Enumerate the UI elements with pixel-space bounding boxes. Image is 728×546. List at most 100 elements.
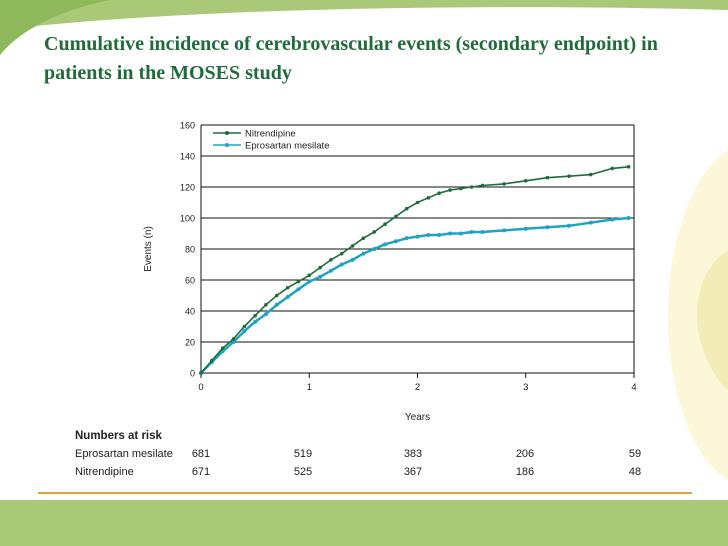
data-point-eprosartan-mesilate (339, 262, 344, 267)
data-point-nitrendipine (199, 371, 203, 375)
data-point-eprosartan-mesilate (567, 223, 572, 228)
events-chart: 0 20 40 60 80 100 120 140 160 0 1 2 3 4 Years Events (n… (143, 121, 637, 424)
y-tick-label: 0 (190, 369, 195, 379)
footer-divider (38, 492, 692, 494)
data-point-eprosartan-mesilate (437, 233, 442, 238)
data-point-nitrendipine (296, 279, 301, 284)
data-point-eprosartan-mesilate (383, 242, 388, 247)
data-point-nitrendipine (350, 244, 355, 248)
data-point-nitrendipine (318, 265, 322, 270)
x-tick-label: 4 (631, 382, 636, 393)
data-point-nitrendipine (394, 214, 398, 219)
data-point-nitrendipine (210, 358, 214, 363)
data-point-eprosartan-mesilate (253, 319, 258, 324)
data-point-eprosartan-mesilate (263, 312, 268, 317)
data-point-nitrendipine (480, 183, 485, 188)
risk-table-title: Numbers at risk (75, 430, 162, 442)
data-point-nitrendipine (404, 206, 409, 211)
risk-value: 186 (515, 466, 535, 478)
data-point-eprosartan-mesilate (361, 251, 366, 256)
data-point-eprosartan-mesilate (469, 229, 474, 234)
data-point-nitrendipine (502, 182, 506, 186)
risk-value: 671 (191, 466, 211, 478)
data-point-nitrendipine (285, 285, 290, 290)
data-point-nitrendipine (372, 230, 377, 234)
data-point-nitrendipine (426, 196, 431, 200)
data-point-eprosartan-mesilate (426, 233, 431, 238)
risk-row: Eprosartan mesilate 681 519 383 206 59 (75, 448, 657, 466)
data-point-eprosartan-mesilate (350, 257, 355, 262)
data-point-nitrendipine (415, 200, 420, 205)
data-point-nitrendipine (307, 273, 312, 278)
y-tick-label: 80 (185, 245, 195, 255)
data-point-eprosartan-mesilate (447, 231, 452, 236)
data-point-nitrendipine (567, 174, 571, 178)
y-tick-label: 20 (185, 338, 195, 348)
data-point-eprosartan-mesilate (274, 302, 279, 307)
data-point-eprosartan-mesilate (231, 340, 236, 344)
x-tick-label: 3 (523, 382, 528, 393)
data-point-eprosartan-mesilate (307, 279, 312, 284)
data-point-nitrendipine (469, 185, 474, 189)
data-point-nitrendipine (437, 191, 441, 195)
data-point-nitrendipine (329, 258, 333, 262)
data-point-eprosartan-mesilate (480, 229, 485, 234)
risk-value: 59 (628, 448, 642, 460)
data-point-nitrendipine (545, 175, 550, 180)
data-point-eprosartan-mesilate (588, 220, 593, 225)
data-point-nitrendipine (459, 186, 463, 191)
data-point-eprosartan-mesilate (610, 217, 615, 222)
risk-value: 48 (628, 466, 642, 478)
data-point-nitrendipine (383, 222, 387, 226)
data-point-eprosartan-mesilate (404, 236, 409, 241)
y-tick-label: 40 (185, 307, 195, 317)
legend-marker-eprosartan-mesilate (225, 143, 229, 147)
risk-row: Nitrendipine 671 525 367 186 48 (75, 466, 657, 484)
legend-label-eprosartan-mesilate: Eprosartan mesilate (245, 141, 329, 152)
data-point-eprosartan-mesilate (393, 239, 398, 244)
series-line-eprosartan-mesilate (200, 216, 629, 374)
risk-value: 525 (293, 466, 313, 478)
top-swoosh (0, 0, 728, 30)
top-left-swoosh (0, 0, 110, 55)
data-point-nitrendipine (274, 293, 279, 298)
data-point-eprosartan-mesilate (502, 228, 507, 233)
x-tick-label: 0 (198, 382, 203, 393)
figure-panel: 0 20 40 60 80 100 120 140 160 0 1 2 3 4 Years Events (n… (66, 104, 662, 490)
x-tick-label: 1 (307, 382, 312, 393)
x-axis-label: Years (405, 412, 430, 423)
data-point-nitrendipine (610, 166, 615, 171)
data-point-nitrendipine (523, 179, 528, 183)
data-point-nitrendipine (242, 324, 247, 329)
y-tick-label: 160 (180, 121, 195, 131)
data-point-nitrendipine (361, 236, 366, 240)
data-point-eprosartan-mesilate (523, 226, 528, 231)
x-tick-label: 2 (415, 382, 420, 393)
risk-row-label: Nitrendipine (75, 466, 134, 478)
y-tick-label: 100 (180, 214, 195, 224)
data-point-eprosartan-mesilate (328, 268, 333, 273)
risk-value: 206 (515, 448, 535, 460)
data-point-eprosartan-mesilate (458, 231, 463, 236)
risk-value: 519 (293, 448, 313, 460)
data-point-eprosartan-mesilate (242, 329, 247, 334)
numbers-at-risk-table: Numbers at risk Eprosartan mesilate 681 51… (75, 430, 657, 484)
data-point-nitrendipine (253, 313, 257, 318)
data-point-nitrendipine (264, 303, 268, 307)
legend-label-nitrendipine: Nitrendipine (245, 129, 296, 140)
data-point-nitrendipine (626, 165, 631, 169)
data-point-eprosartan-mesilate (545, 225, 550, 230)
bottom-band (0, 500, 728, 546)
series-line-nitrendipine (200, 166, 629, 374)
data-point-eprosartan-mesilate (372, 247, 377, 251)
data-point-nitrendipine (448, 188, 452, 192)
data-point-nitrendipine (339, 251, 344, 256)
y-tick-label: 120 (180, 183, 195, 193)
data-point-nitrendipine (588, 172, 593, 177)
risk-value: 367 (403, 466, 423, 478)
y-tick-label: 140 (180, 152, 195, 162)
slide-title: Cumulative incidence of cerebrovascular … (44, 33, 658, 84)
data-point-eprosartan-mesilate (285, 295, 290, 300)
data-point-nitrendipine (231, 337, 236, 341)
